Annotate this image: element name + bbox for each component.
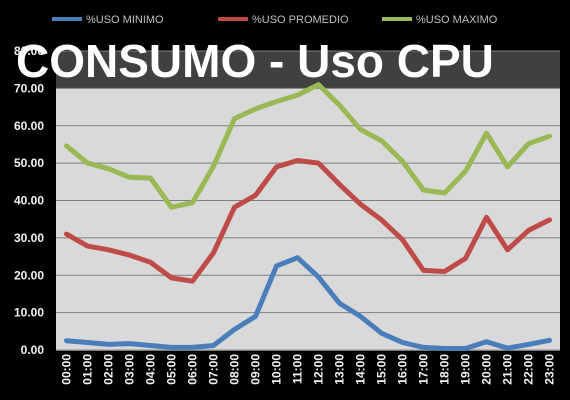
x-tick-label: 03:00 xyxy=(123,354,137,385)
legend-label: %USO MAXIMO xyxy=(416,14,498,26)
series-line xyxy=(64,82,552,210)
x-tick-label: 18:00 xyxy=(438,354,452,385)
y-tick-label: 50.00 xyxy=(14,156,44,170)
x-tick-label: 01:00 xyxy=(81,354,95,385)
x-tick-label: 15:00 xyxy=(375,354,389,385)
y-tick-label: 20.00 xyxy=(14,268,44,282)
y-tick-label: 70.00 xyxy=(14,81,44,95)
x-tick-label: 05:00 xyxy=(165,354,179,385)
y-tick-label: 30.00 xyxy=(14,231,44,245)
x-tick-label: 07:00 xyxy=(207,354,221,385)
x-tick-label: 21:00 xyxy=(501,354,515,385)
series-line xyxy=(64,255,552,351)
x-tick-label: 09:00 xyxy=(249,354,263,385)
x-tick-label: 17:00 xyxy=(417,354,431,385)
x-tick-label: 04:00 xyxy=(144,354,158,385)
x-tick-label: 00:00 xyxy=(60,354,74,385)
plot-top-band xyxy=(56,51,560,89)
x-tick-label: 19:00 xyxy=(459,354,473,385)
x-tick-label: 13:00 xyxy=(333,354,347,385)
x-tick-label: 20:00 xyxy=(480,354,494,385)
legend-label: %USO PROMEDIO xyxy=(252,14,349,26)
y-tick-label: 80.00 xyxy=(14,44,44,58)
x-tick-label: 16:00 xyxy=(396,354,410,385)
chart-title: CONSUMO - Uso CPU xyxy=(16,35,494,87)
series-line xyxy=(64,158,552,284)
x-tick-label: 02:00 xyxy=(102,354,116,385)
y-tick-label: 0.00 xyxy=(21,343,45,357)
x-tick-label: 08:00 xyxy=(228,354,242,385)
legend-label: %USO MINIMO xyxy=(86,14,164,26)
x-tick-label: 11:00 xyxy=(291,354,305,384)
x-tick-label: 06:00 xyxy=(186,354,200,385)
y-tick-label: 10.00 xyxy=(14,306,44,320)
x-tick-label: 10:00 xyxy=(270,354,284,385)
x-tick-label: 23:00 xyxy=(543,354,557,385)
y-tick-label: 60.00 xyxy=(14,119,44,133)
x-tick-label: 14:00 xyxy=(354,354,368,385)
x-tick-label: 22:00 xyxy=(522,354,536,385)
x-tick-label: 12:00 xyxy=(312,354,326,385)
y-tick-label: 40.00 xyxy=(14,194,44,208)
